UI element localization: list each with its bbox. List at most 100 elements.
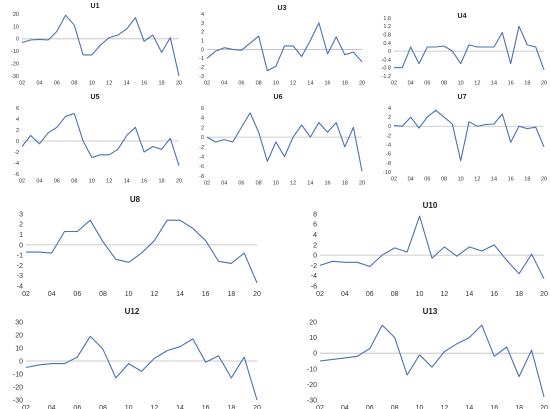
chart-u3: U3 4 3 2 1 0 -1 -2 -3 02 04 06 08 10 12 14 16 18 20 <box>185 0 370 92</box>
chart-u13: U13 20 10 0 -10 -20 -30 02 04 06 08 10 12 14 16 18 20 <box>290 306 550 409</box>
y-tick-label: -2 <box>311 263 317 270</box>
y-tick-label: -20 <box>13 384 23 391</box>
x-tick-label: 08 <box>391 291 399 298</box>
x-tick-label: 20 <box>359 181 365 187</box>
y-tick-label: -20 <box>307 382 317 389</box>
x-tick-label: 20 <box>541 177 547 183</box>
y-tick-label: -2 <box>14 150 19 156</box>
y-tick-label: -8 <box>199 174 204 180</box>
x-tick-label: 10 <box>125 291 133 298</box>
y-tick-label: -4 <box>386 142 391 148</box>
y-tick-label: -10 <box>307 366 317 373</box>
x-tick-label: 04 <box>221 81 227 87</box>
x-tick-label: 08 <box>99 291 107 298</box>
x-tick-label: 16 <box>141 179 147 185</box>
y-tick-label: -0.4 <box>382 57 391 63</box>
y-tick-label: 6 <box>16 106 19 112</box>
x-tick-label: 06 <box>238 181 244 187</box>
x-tick-label: 10 <box>416 405 424 409</box>
x-tick-label: 16 <box>202 291 210 298</box>
x-tick-label: 14 <box>491 177 497 183</box>
chart-u1: U1 20 10 0 -10 -20 -30 02 04 06 08 10 12 14 16 18 20 <box>0 0 185 92</box>
y-tick-label: 0 <box>19 358 23 365</box>
y-tick-label: -2 <box>17 263 23 270</box>
x-tick-label: 10 <box>125 405 133 409</box>
y-tick-label: -4 <box>14 161 19 167</box>
chart-title: U8 <box>130 195 141 204</box>
y-tick-label: 4 <box>201 12 204 18</box>
y-tick-label: 30 <box>15 319 23 326</box>
y-tick-label: 2 <box>388 115 391 121</box>
y-tick-label: -30 <box>13 397 23 404</box>
x-tick-label: 10 <box>89 81 95 87</box>
x-tick-label: 06 <box>73 291 81 298</box>
y-tick-label: 4 <box>201 116 204 122</box>
x-tick-label: 08 <box>256 81 262 87</box>
chart-u10: U10 8 6 4 2 0 -2 -4 -6 02 04 06 08 10 12 14 16 18 20 <box>290 188 550 306</box>
x-tick-label: 14 <box>124 81 130 87</box>
y-tick-label: -3 <box>199 74 204 80</box>
y-tick-label: 20 <box>13 12 19 18</box>
x-tick-label: 18 <box>227 291 235 298</box>
x-tick-label: 18 <box>158 81 164 87</box>
x-tick-label: 06 <box>366 291 374 298</box>
x-tick-label: 02 <box>19 81 25 87</box>
y-tick-label: 4 <box>388 106 391 112</box>
x-tick-label: 16 <box>490 291 498 298</box>
y-tick-label: -8 <box>386 161 391 167</box>
x-tick-label: 18 <box>515 405 523 409</box>
y-tick-label: -30 <box>307 397 317 404</box>
x-tick-label: 12 <box>290 81 296 87</box>
chart-u7: U7 4 2 0 -2 -4 -6 -8 -10 02 04 06 08 10 12 14 16 18 20 <box>370 92 550 183</box>
x-tick-label: 12 <box>441 405 449 409</box>
x-tick-label: 12 <box>441 291 449 298</box>
y-tick-label: -10 <box>11 49 19 55</box>
x-tick-label: 20 <box>359 81 365 87</box>
series-line <box>206 22 363 72</box>
chart-u8: U8 3 2 1 0 -1 -2 -3 -4 02 04 06 08 10 12 14 16 18 20 <box>0 188 270 306</box>
y-tick-label: -20 <box>11 62 19 68</box>
y-tick-label: 3 <box>19 211 23 218</box>
series-line <box>26 219 258 284</box>
x-tick-label: 10 <box>416 291 424 298</box>
y-tick-label: 0 <box>201 47 204 53</box>
chart-title: U13 <box>423 307 438 316</box>
x-tick-label: 04 <box>408 177 414 183</box>
y-tick-label: -6 <box>199 164 204 170</box>
y-tick-label: 1.6 <box>383 16 391 22</box>
chart-u5: U5 6 4 2 0 -2 -4 -6 02 04 06 08 10 12 14 16 18 20 <box>0 92 185 185</box>
x-tick-label: 06 <box>238 81 244 87</box>
y-tick-label: -4 <box>199 154 204 160</box>
series-line <box>21 112 180 166</box>
x-tick-label: 16 <box>324 181 330 187</box>
x-tick-label: 14 <box>124 179 130 185</box>
y-tick-label: -10 <box>13 371 23 378</box>
x-tick-label: 04 <box>36 81 42 87</box>
x-tick-label: 06 <box>424 81 430 87</box>
x-tick-label: 16 <box>508 177 514 183</box>
x-tick-label: 18 <box>515 291 523 298</box>
y-tick-label: 0.8 <box>383 32 391 38</box>
y-tick-label: -4 <box>17 283 23 290</box>
x-tick-label: 04 <box>341 291 349 298</box>
y-tick-label: 0 <box>388 124 391 130</box>
y-tick-label: -2 <box>199 145 204 151</box>
chart-title: U12 <box>125 307 140 316</box>
x-tick-label: 02 <box>316 405 324 409</box>
y-tick-label: 1.2 <box>383 24 391 30</box>
y-tick-label: 0 <box>388 49 391 55</box>
y-tick-label: 0 <box>16 37 19 43</box>
y-tick-label: 3 <box>201 21 204 27</box>
x-tick-label: 08 <box>99 405 107 409</box>
x-tick-label: 16 <box>490 405 498 409</box>
x-tick-label: 18 <box>342 81 348 87</box>
y-tick-label: 10 <box>13 24 19 30</box>
y-tick-label: -6 <box>386 152 391 158</box>
y-tick-label: 4 <box>16 117 19 123</box>
x-tick-label: 10 <box>458 81 464 87</box>
